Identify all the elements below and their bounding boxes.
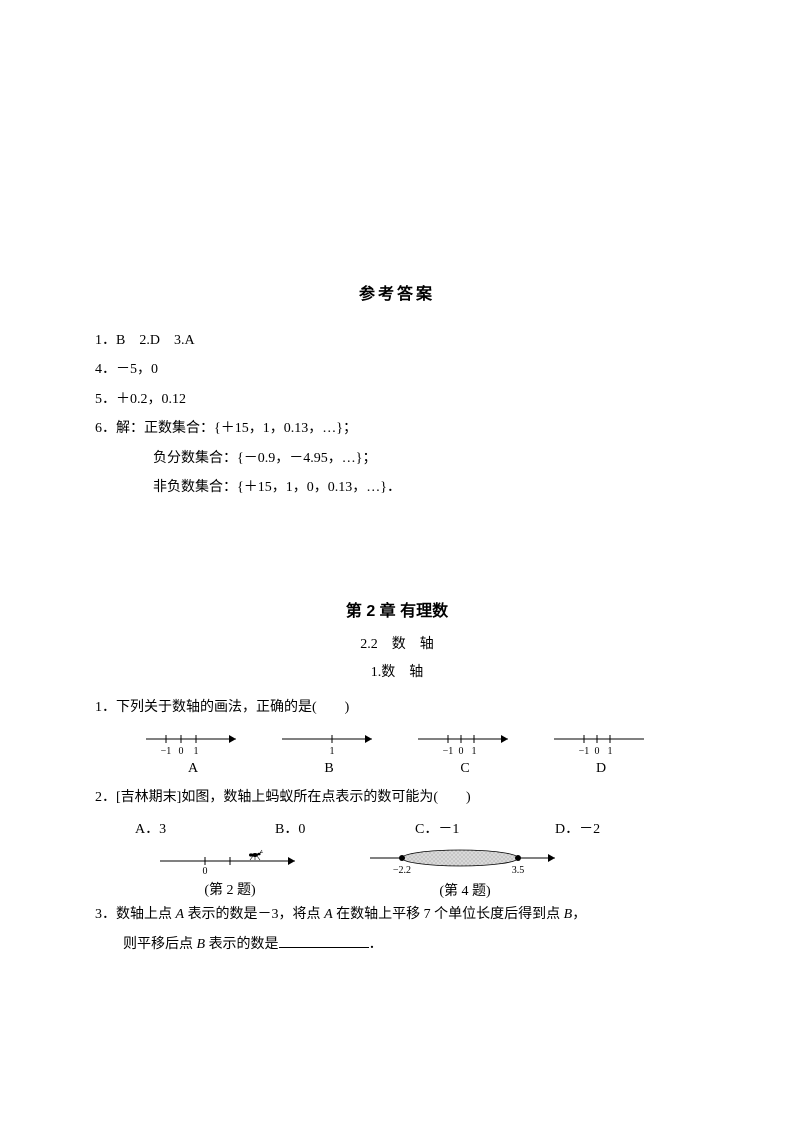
answers-title: 参考答案 [95,280,699,304]
answer-6b: 负分数集合：{－0.9，－4.95，…}； [95,444,699,473]
q3-line2: 则平移后点 B 表示的数是 ． [95,930,699,959]
numline-B-icon: 1 [277,729,382,757]
q3-B2: B [197,937,206,952]
section-sub2: 1.数 轴 [95,661,699,681]
fig-q2: 0 (第 2 题) [155,841,305,899]
q3-A2: A [324,907,333,922]
q2-opt-A: A．3 [135,818,275,838]
svg-text:0: 0 [203,866,208,875]
q1-label-D: D [596,761,606,777]
q2-opt-B: B．0 [275,818,415,838]
q1-label-A: A [188,761,198,777]
svg-text:−1: −1 [160,746,171,757]
q3-t5: 则平移后点 [123,937,197,952]
section-sub: 2.2 数 轴 [95,633,699,653]
q1-choice-C: −1 0 1 C [405,729,525,777]
q2-text: 2．[吉林期末]如图，数轴上蚂蚁所在点表示的数可能为( ) [95,783,699,812]
q1-choice-A: −1 0 1 A [133,729,253,777]
q1-text: 1．下列关于数轴的画法，正确的是( ) [95,693,699,722]
numline-A-icon: −1 0 1 [141,729,246,757]
svg-text:3.5: 3.5 [512,865,525,876]
answer-4: 4．－5，0 [95,355,699,384]
q3-t2: 表示的数是－3，将点 [184,907,324,922]
q1-choice-D: −1 0 1 D [541,729,661,777]
svg-text:−2.2: −2.2 [393,865,411,876]
answer-6: 6．解：正数集合：{＋15，1，0.13，…}； [95,414,699,443]
q2-options: A．3 B．0 C．－1 D．－2 [135,818,699,838]
answer-6c: 非负数集合：{＋15，1，0，0.13，…}． [95,473,699,502]
q1-label-B: B [324,761,333,777]
svg-text:0: 0 [458,746,463,757]
fig-q4: −2.2 3.5 (第 4 题) [365,840,565,900]
ant-numline-icon: 0 [155,841,305,875]
chapter-title: 第 2 章 有理数 [95,597,699,621]
svg-text:0: 0 [178,746,183,757]
numline-D-icon: −1 0 1 [549,729,654,757]
q3-t1: 3．数轴上点 [95,907,176,922]
q2-opt-D: D．－2 [555,818,695,838]
svg-text:1: 1 [471,746,476,757]
page-content: 参考答案 1．B 2.D 3.A 4．－5，0 5．＋0.2，0.12 6．解：… [0,0,794,1019]
q3-t6: 表示的数是 [205,937,279,952]
fig-q4-label: (第 4 题) [439,880,490,900]
numline-C-icon: −1 0 1 [413,729,518,757]
q2-opt-C: C．－1 [415,818,555,838]
svg-text:0: 0 [594,746,599,757]
svg-text:−1: −1 [578,746,589,757]
svg-text:1: 1 [193,746,198,757]
q3-t4: ， [572,907,586,922]
shaded-numline-icon: −2.2 3.5 [365,840,565,876]
figures-row: 0 (第 2 题) [155,840,699,900]
q3-B1: B [564,907,573,922]
answer-1: 1．B 2.D 3.A [95,326,699,355]
answer-5: 5．＋0.2，0.12 [95,385,699,414]
q1-choice-B: 1 B [269,729,389,777]
fig-q2-label: (第 2 题) [204,879,255,899]
q3-A1: A [176,907,185,922]
q3-t3: 在数轴上平移 7 个单位长度后得到点 [333,907,564,922]
blank-fill[interactable] [279,933,369,948]
q1-choices: −1 0 1 A 1 B −1 0 1 [125,729,669,777]
svg-text:−1: −1 [442,746,453,757]
q3-line1: 3．数轴上点 A 表示的数是－3，将点 A 在数轴上平移 7 个单位长度后得到点… [95,900,699,929]
svg-text:1: 1 [329,746,334,757]
q1-label-C: C [460,761,469,777]
svg-text:1: 1 [607,746,612,757]
q3-t7: ． [369,937,383,952]
